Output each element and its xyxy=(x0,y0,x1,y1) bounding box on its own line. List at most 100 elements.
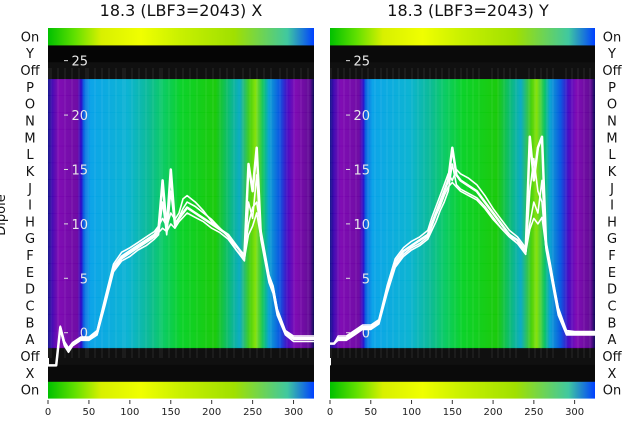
texture-stripe xyxy=(115,68,117,358)
row-label: M xyxy=(606,131,617,146)
heatmap-row xyxy=(330,280,595,298)
heatmap-row xyxy=(48,280,314,298)
texture-stripe xyxy=(589,68,591,358)
texture-stripe xyxy=(145,68,147,358)
texture-stripe xyxy=(361,68,363,358)
row-label: D xyxy=(607,283,617,298)
row-label: P xyxy=(608,81,616,96)
row-label: Off xyxy=(20,64,40,79)
row-label: O xyxy=(25,98,35,113)
texture-stripe xyxy=(242,68,244,358)
x-tick-label: 300 xyxy=(284,407,303,418)
row-label: B xyxy=(26,316,35,331)
texture-stripe xyxy=(411,68,413,358)
row-label: Y xyxy=(25,47,34,62)
texture-stripe xyxy=(417,68,419,358)
texture-stripe xyxy=(85,68,87,358)
series-line xyxy=(48,212,314,367)
texture-stripe xyxy=(478,68,480,358)
texture-stripe xyxy=(279,68,281,358)
right-panel-title: 18.3 (LBF3=2043) Y xyxy=(387,1,549,20)
row-label: I xyxy=(28,199,32,214)
texture-stripe xyxy=(380,68,382,358)
x-tick-label: 200 xyxy=(202,407,221,418)
texture-stripe xyxy=(57,68,59,358)
row-label: E xyxy=(608,266,616,281)
texture-stripe xyxy=(270,68,272,358)
x-tick-label: 50 xyxy=(83,407,96,418)
row-label: Off xyxy=(20,350,40,365)
series-line xyxy=(330,168,595,345)
texture-stripe xyxy=(131,68,133,358)
row-label: P xyxy=(26,81,34,96)
heatmap-row xyxy=(330,381,595,399)
x-tick-label: 0 xyxy=(327,407,333,418)
texture-stripe xyxy=(219,68,221,358)
heatmap-row xyxy=(48,364,314,382)
row-label: F xyxy=(26,249,33,264)
row-label: J xyxy=(609,182,614,197)
heatmap-row xyxy=(48,112,314,130)
texture-stripe xyxy=(355,68,357,358)
heatmap-row xyxy=(48,78,314,96)
heatmap-row xyxy=(48,95,314,113)
heatmap-row xyxy=(48,330,314,349)
row-label: Off xyxy=(602,64,622,79)
y-tick-label: 15 xyxy=(353,163,370,178)
heatmap-row xyxy=(48,145,314,164)
texture-stripe xyxy=(226,68,228,358)
row-label: G xyxy=(25,232,35,247)
texture-stripe xyxy=(509,68,511,358)
row-label: N xyxy=(607,115,617,130)
texture-stripe xyxy=(94,68,96,358)
row-label: M xyxy=(24,131,35,146)
row-label: E xyxy=(26,266,34,281)
texture-stripe xyxy=(460,68,462,358)
row-label: L xyxy=(608,148,616,163)
row-label: X xyxy=(608,367,617,382)
x-tick-label: 300 xyxy=(565,407,584,418)
texture-stripe xyxy=(472,68,474,358)
heatmap-row xyxy=(48,313,314,332)
heatmap-row xyxy=(330,44,595,63)
series-line xyxy=(330,181,595,345)
texture-stripe xyxy=(374,68,376,358)
texture-stripe xyxy=(152,68,154,358)
y-tick-label: 10 xyxy=(353,218,370,233)
row-label: C xyxy=(25,300,34,315)
texture-stripe xyxy=(71,68,73,358)
y-tick-label: 5 xyxy=(362,272,370,287)
heatmap-row xyxy=(330,297,595,315)
row-label: G xyxy=(607,232,617,247)
heatmap-row xyxy=(48,128,314,147)
left-panel-ylabel: Dipole xyxy=(0,194,9,235)
heatmap-row xyxy=(330,313,595,332)
row-label: H xyxy=(25,215,35,230)
row-label: A xyxy=(26,333,35,348)
texture-stripe xyxy=(448,68,450,358)
row-label: D xyxy=(25,283,35,298)
texture-stripe xyxy=(87,68,89,358)
x-tick-label: 250 xyxy=(524,407,543,418)
heatmap-row xyxy=(330,61,595,80)
texture-stripe xyxy=(515,68,517,358)
row-label: C xyxy=(607,300,616,315)
texture-stripe xyxy=(577,68,579,358)
texture-stripe xyxy=(398,68,400,358)
texture-stripe xyxy=(307,68,309,358)
texture-stripe xyxy=(50,68,52,358)
x-tick-label: 200 xyxy=(484,407,503,418)
row-label: On xyxy=(21,30,39,45)
texture-stripe xyxy=(386,68,388,358)
row-label: I xyxy=(610,199,614,214)
texture-stripe xyxy=(497,68,499,358)
heatmap-row xyxy=(330,364,595,382)
left-panel-title: 18.3 (LBF3=2043) X xyxy=(100,1,263,20)
row-label: X xyxy=(26,367,35,382)
row-label: On xyxy=(21,384,39,399)
texture-stripe xyxy=(233,68,235,358)
heatmap-row xyxy=(330,196,595,214)
heatmap-row xyxy=(48,44,314,63)
texture-stripe xyxy=(330,68,332,358)
x-tick-label: 0 xyxy=(45,407,51,418)
